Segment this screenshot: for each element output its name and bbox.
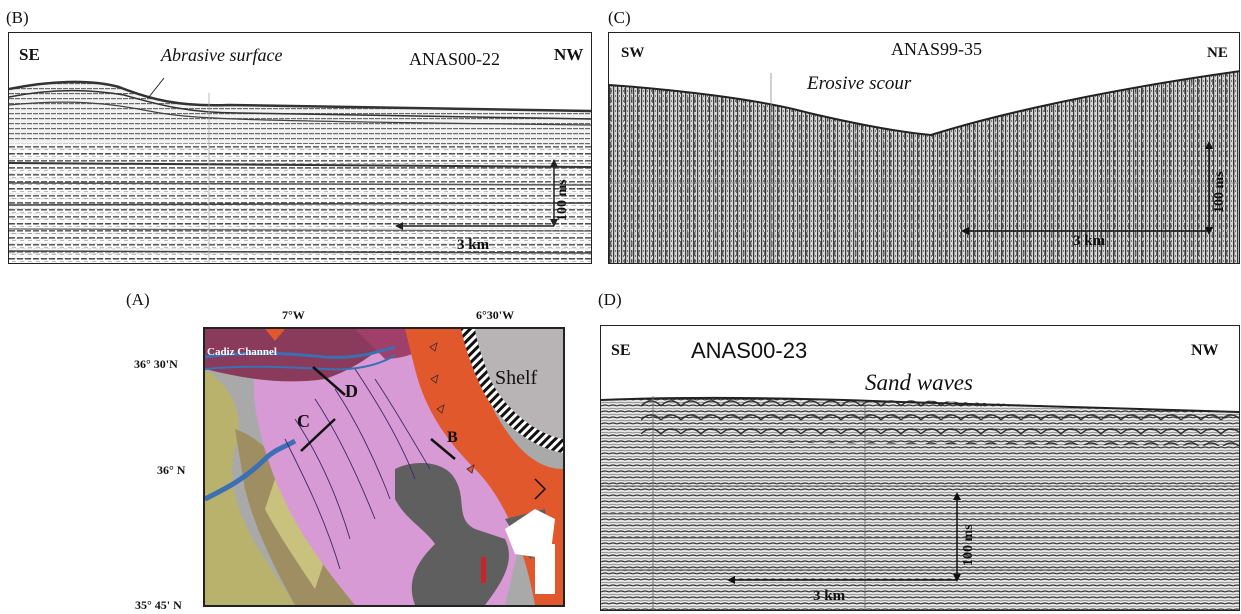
longitude-6-30w: 6°30'W — [476, 308, 515, 322]
panel-b-seismic-profile: SE NW ANAS00-22 Abrasive surface 3 km 10… — [8, 32, 592, 264]
direction-ne: NE — [1207, 45, 1228, 61]
direction-se: SE — [19, 45, 40, 64]
profile-title: ANAS00-22 — [409, 49, 501, 69]
panel-c-seismic-profile: SW NE ANAS99-35 Erosive scour 3 km 100 m… — [608, 32, 1240, 264]
latitude-36n: 36° N — [157, 463, 186, 477]
scale-label-100ms: 100 ms — [961, 524, 976, 566]
profile-line-d — [312, 366, 346, 396]
label-cadiz-channel: Cadiz Channel — [207, 346, 277, 358]
annotation-abrasive-surface: Abrasive surface — [161, 45, 283, 65]
annotation-pointer — [148, 77, 165, 98]
panel-c-reflectors — [609, 70, 1239, 263]
scale-label-3km: 3 km — [813, 588, 846, 604]
profile-title: ANAS00-23 — [691, 338, 808, 363]
profile-title: ANAS99-35 — [891, 39, 983, 59]
label-profile-d: D — [345, 381, 358, 401]
map-units — [205, 329, 563, 605]
profile-line-b — [430, 438, 456, 460]
panel-a-label: (A) — [126, 290, 150, 309]
direction-nw: NW — [554, 45, 584, 64]
label-profile-c: C — [297, 411, 310, 431]
latitude-35-45n: 35° 45' N — [135, 598, 182, 612]
annotation-erosive-scour: Erosive scour — [807, 73, 912, 94]
scale-label-100ms: 100 ms — [555, 179, 570, 221]
panel-d-label: (D) — [598, 290, 622, 309]
label-shelf: Shelf — [495, 367, 538, 389]
panel-a-geologic-map: Cadiz Channel Shelf D C B — [203, 327, 565, 607]
longitude-7w: 7°W — [282, 308, 305, 322]
panel-c-label: (C) — [608, 8, 631, 27]
label-profile-b: B — [447, 429, 458, 446]
panel-b-reflectors — [9, 77, 591, 263]
latitude-36-30n: 36° 30'N — [134, 357, 178, 371]
direction-sw: SW — [621, 45, 645, 61]
scale-label-100ms: 100 ms — [1212, 171, 1227, 213]
direction-nw: NW — [1191, 342, 1219, 359]
scale-label-3km: 3 km — [457, 237, 490, 253]
panel-d-reflectors — [601, 396, 1239, 610]
panel-d-seismic-profile: SE NW ANAS00-23 Sand waves 3 km 100 ms — [600, 325, 1240, 611]
scale-label-3km: 3 km — [1073, 233, 1106, 249]
direction-se: SE — [611, 342, 631, 359]
annotation-sand-waves: Sand waves — [865, 370, 973, 395]
profile-line-c — [300, 418, 336, 452]
panel-b-label: (B) — [6, 8, 29, 27]
